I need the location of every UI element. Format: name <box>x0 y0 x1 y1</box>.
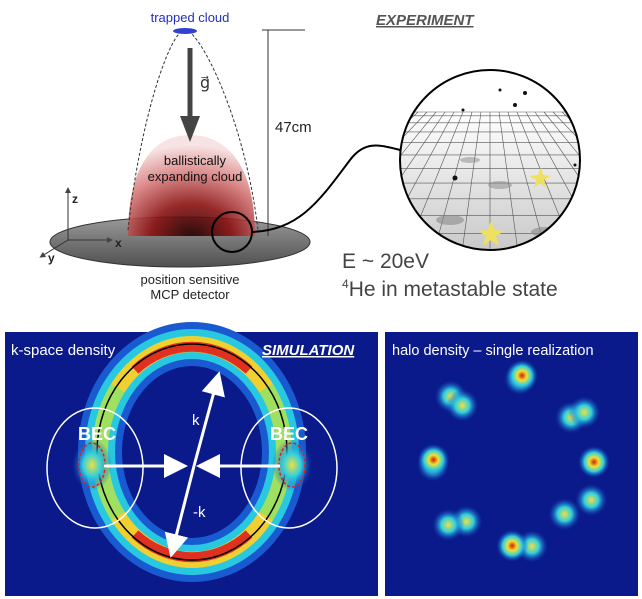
halo-speckle <box>496 530 528 562</box>
panel-label: k-space density <box>11 342 116 359</box>
cloud-label: expanding cloud <box>148 169 243 184</box>
axis-label: z <box>72 192 78 206</box>
detector-label: position sensitive <box>141 272 240 287</box>
zoom-connector <box>252 146 400 232</box>
axis-label: y <box>48 251 55 265</box>
experiment-schematic <box>42 28 642 267</box>
gravity-label: g⃗ <box>200 75 210 92</box>
halo-speckle <box>568 396 600 428</box>
trapped-cloud <box>173 28 197 34</box>
panel-label: halo density – single realization <box>392 343 594 359</box>
grid-line <box>580 112 642 252</box>
halo-speckle <box>578 446 610 478</box>
grid-line <box>571 112 642 252</box>
expanding-cloud <box>128 135 255 236</box>
energy-label: E ~ 20eV <box>342 250 429 273</box>
figure: trapped cloud g⃗ 47cm ballistically expa… <box>0 0 642 599</box>
halo-speckle <box>432 509 464 541</box>
halo-speckle <box>506 360 538 392</box>
simulation-panel <box>5 332 378 596</box>
detector-label: MCP detector <box>150 287 230 302</box>
bec-label: BEC <box>78 424 116 444</box>
axis-label: x <box>115 236 122 250</box>
halo-speckle <box>418 444 450 476</box>
simulation-title: SIMULATION <box>262 342 355 359</box>
bec-label: BEC <box>270 424 308 444</box>
height-label: 47cm <box>275 119 312 136</box>
halo-panel <box>385 332 638 596</box>
halo-speckle <box>549 498 581 530</box>
state-label: 4He in metastable state <box>342 277 558 301</box>
minus-k-label: -k <box>193 504 206 521</box>
experiment-title: EXPERIMENT <box>376 12 475 29</box>
state: He in metastable state <box>349 278 558 301</box>
halo-speckle <box>446 390 478 422</box>
k-label: k <box>192 412 200 429</box>
trapped-cloud-label: trapped cloud <box>151 10 230 25</box>
cloud-label: ballistically <box>164 153 227 168</box>
